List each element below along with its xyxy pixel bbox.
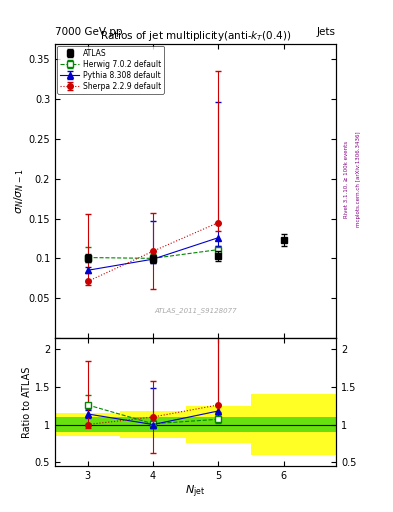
Title: Ratios of jet multiplicity$({\rm anti}$-$k_T(0.4))$: Ratios of jet multiplicity$({\rm anti}$-…: [100, 29, 291, 44]
Text: ATLAS_2011_S9128077: ATLAS_2011_S9128077: [154, 308, 237, 314]
X-axis label: $N_{\rm jet}$: $N_{\rm jet}$: [185, 483, 206, 500]
Legend: ATLAS, Herwig 7.0.2 default, Pythia 8.308 default, Sherpa 2.2.9 default: ATLAS, Herwig 7.0.2 default, Pythia 8.30…: [57, 46, 164, 94]
Y-axis label: Ratio to ATLAS: Ratio to ATLAS: [22, 366, 32, 438]
Y-axis label: $\sigma_N/\sigma_{N-1}$: $\sigma_N/\sigma_{N-1}$: [12, 168, 26, 214]
Text: mcplots.cern.ch [arXiv:1306.3436]: mcplots.cern.ch [arXiv:1306.3436]: [356, 132, 361, 227]
Text: Rivet 3.1.10, ≥ 100k events: Rivet 3.1.10, ≥ 100k events: [344, 141, 349, 218]
Text: Jets: Jets: [317, 27, 336, 37]
Text: 7000 GeV pp: 7000 GeV pp: [55, 27, 123, 37]
